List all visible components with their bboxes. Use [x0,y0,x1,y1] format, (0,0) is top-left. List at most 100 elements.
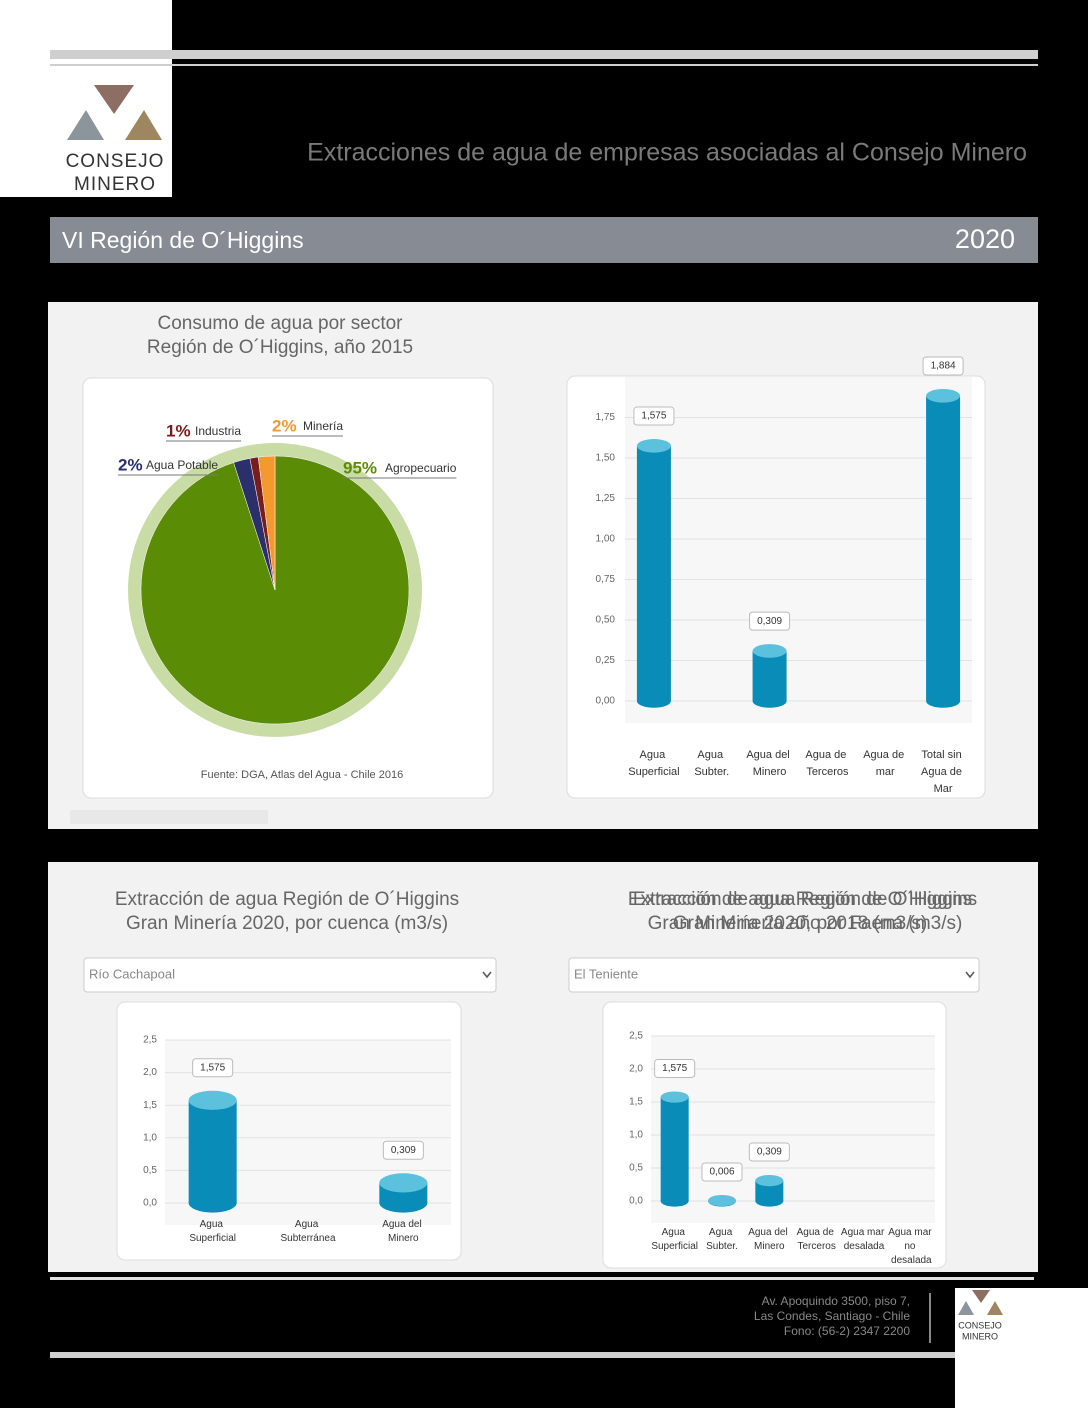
legend-label: Agropecuario [385,461,457,475]
divider [929,1293,931,1343]
data-label-box [382,1140,424,1160]
x-tick-label: Agua del Minero [382,1219,424,1244]
bar-top [188,1090,237,1110]
y-tick-label: 1,0 [629,1130,643,1141]
x-tick-label: Agua Superficial [651,1227,698,1252]
legend-label: Minería [303,419,343,433]
dropdown-arrow [965,971,975,979]
bar-base [660,1195,689,1207]
bar-body [926,395,961,701]
y-tick-label: 0,75 [596,574,616,585]
chart-title: Extracción de agua Región de O´Higgins [628,889,972,910]
page-title: Extracciones de agua de empresas asociad… [307,139,1027,167]
data-label: 95% [343,458,377,477]
y-tick-label: 1,00 [596,534,616,545]
logo-shape [987,1301,1003,1315]
logo-shape [94,85,134,114]
region-bar [50,217,1038,263]
source: Fuente: DGA, Atlas del Agua - Chile 2016 [201,769,403,781]
y-tick-label: 1,50 [596,453,616,464]
data-label: 0,309 [757,1147,782,1158]
y-tick-label: 1,0 [143,1132,157,1143]
logo-shape [972,1290,990,1303]
logo-text: CONSEJO [958,1320,1002,1330]
bar-base [926,694,961,708]
x-tick-label: Agua Superficial [628,749,679,778]
y-tick-label: 2,5 [143,1035,157,1046]
y-tick-label: 2,0 [143,1067,157,1078]
pie-slice [257,455,276,591]
logo-shape [125,110,162,140]
bar-top [379,1173,428,1193]
y-tick-label: 2,5 [629,1031,643,1042]
x-tick-label: Agua Subterránea [280,1219,335,1244]
bar [188,1090,237,1213]
x-tick-label: Agua del Minero [746,749,792,778]
chart-title: Gran Minería año 2018 (m3/s) [673,913,928,934]
year: 2020 [955,224,1015,254]
logo-shape [67,110,104,140]
bar-body [755,1180,784,1201]
chart-title: Extracción de agua Región de O´Higgins [115,889,459,910]
bar-body [188,1100,237,1203]
logo-shape [958,1301,974,1315]
data-label-box [654,1058,696,1078]
data-label-box [701,1162,743,1182]
bar-base [755,1195,784,1207]
bar-body [660,1097,689,1201]
bar-body [752,650,787,701]
bar [636,439,671,708]
footer-rule [50,1277,1034,1280]
x-tick-label: Agua Superficial [189,1219,236,1244]
x-tick-label: Agua de Terceros [797,1227,837,1252]
data-label: 1% [166,421,191,440]
y-tick-label: 1,75 [596,412,616,423]
bar-top [708,1195,736,1207]
y-tick-label: 0,0 [629,1196,643,1207]
data-label: 1,575 [200,1062,225,1073]
x-tick-label: Agua Subter. [706,1227,738,1252]
region-name: VI Región de O´Higgins [62,227,304,253]
footer-rule [50,1352,1034,1358]
data-label: 2% [272,416,297,435]
address: Av. Apoquindo 3500, piso 7, [762,1294,910,1308]
bar-base [188,1193,237,1213]
chart-title: Gran Minería 2020, por Faena (m3/s) [648,913,963,934]
dropdown-value: Río Cachapoal [89,966,175,981]
dropdown-arrow [482,971,492,979]
bar-base [636,694,671,708]
dropdown-value: El Teniente [574,966,638,981]
plot-area [625,377,972,723]
y-tick-label: 0,5 [143,1165,157,1176]
x-tick-label: Agua de Terceros [805,749,849,778]
logo-text: CONSEJO [66,151,165,172]
data-label-box [922,356,964,376]
strip [70,810,268,824]
data-label: 0,006 [709,1167,734,1178]
data-label-box [192,1058,234,1078]
data-label-box [749,611,791,631]
logo-box [0,0,172,197]
plot-area [651,1036,935,1223]
data-label: 2% [118,455,143,474]
legend-label: Industria [195,424,241,438]
x-tick-label: Agua Subter. [694,749,729,778]
bar-top [660,1091,689,1103]
data-label: 1,575 [662,1063,687,1074]
dropdown[interactable] [568,957,980,993]
header-rule [50,64,1038,66]
legend-label: Agua Potable [146,458,218,472]
bar-body [636,445,671,701]
y-tick-label: 0,50 [596,615,616,626]
x-tick-label: Agua mar desalada [841,1227,887,1252]
x-tick-label: Agua mar no desalada [888,1227,934,1266]
logo-box [955,1288,1088,1408]
y-tick-label: 0,25 [596,655,616,666]
data-label: 1,884 [931,361,956,372]
bar [752,644,787,708]
data-label: 0,309 [391,1145,416,1156]
chart-title: Consumo de agua por sector [157,313,403,334]
y-tick-label: 0,0 [143,1198,157,1209]
dropdown[interactable] [83,957,497,993]
logo-text: MINERO [74,174,156,195]
